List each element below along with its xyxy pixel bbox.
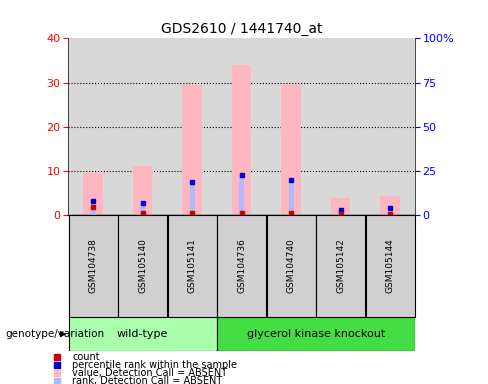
- Text: GSM104738: GSM104738: [88, 238, 98, 293]
- FancyBboxPatch shape: [217, 317, 414, 351]
- Text: rank, Detection Call = ABSENT: rank, Detection Call = ABSENT: [72, 376, 223, 384]
- Bar: [387, 209, 392, 215]
- Bar: [338, 210, 343, 215]
- Bar: [182, 85, 202, 215]
- Text: GSM105144: GSM105144: [386, 238, 395, 293]
- FancyBboxPatch shape: [118, 215, 167, 317]
- Text: wild-type: wild-type: [117, 329, 168, 339]
- Bar: [232, 65, 251, 215]
- Text: count: count: [72, 352, 100, 362]
- Text: GSM105140: GSM105140: [138, 238, 147, 293]
- Text: percentile rank within the sample: percentile rank within the sample: [72, 360, 238, 370]
- Bar: [239, 175, 244, 215]
- Text: GSM104740: GSM104740: [286, 238, 296, 293]
- FancyBboxPatch shape: [366, 215, 414, 317]
- Bar: [331, 198, 350, 215]
- FancyBboxPatch shape: [167, 215, 217, 317]
- FancyBboxPatch shape: [69, 215, 118, 317]
- FancyBboxPatch shape: [217, 215, 266, 317]
- Text: genotype/variation: genotype/variation: [5, 329, 104, 339]
- Bar: [190, 182, 195, 215]
- Bar: [133, 167, 152, 215]
- Text: GSM105141: GSM105141: [187, 238, 197, 293]
- Text: GSM105142: GSM105142: [336, 238, 345, 293]
- Bar: [83, 173, 103, 215]
- Text: GSM104736: GSM104736: [237, 238, 246, 293]
- Bar: [140, 203, 145, 215]
- FancyBboxPatch shape: [316, 215, 365, 317]
- Bar: [91, 201, 96, 215]
- FancyBboxPatch shape: [69, 317, 217, 351]
- Bar: [281, 85, 301, 215]
- FancyBboxPatch shape: [266, 215, 316, 317]
- Title: GDS2610 / 1441740_at: GDS2610 / 1441740_at: [161, 22, 322, 36]
- Text: value, Detection Call = ABSENT: value, Detection Call = ABSENT: [72, 368, 227, 378]
- Bar: [380, 197, 400, 215]
- Text: glycerol kinase knockout: glycerol kinase knockout: [246, 329, 385, 339]
- Bar: [288, 180, 294, 215]
